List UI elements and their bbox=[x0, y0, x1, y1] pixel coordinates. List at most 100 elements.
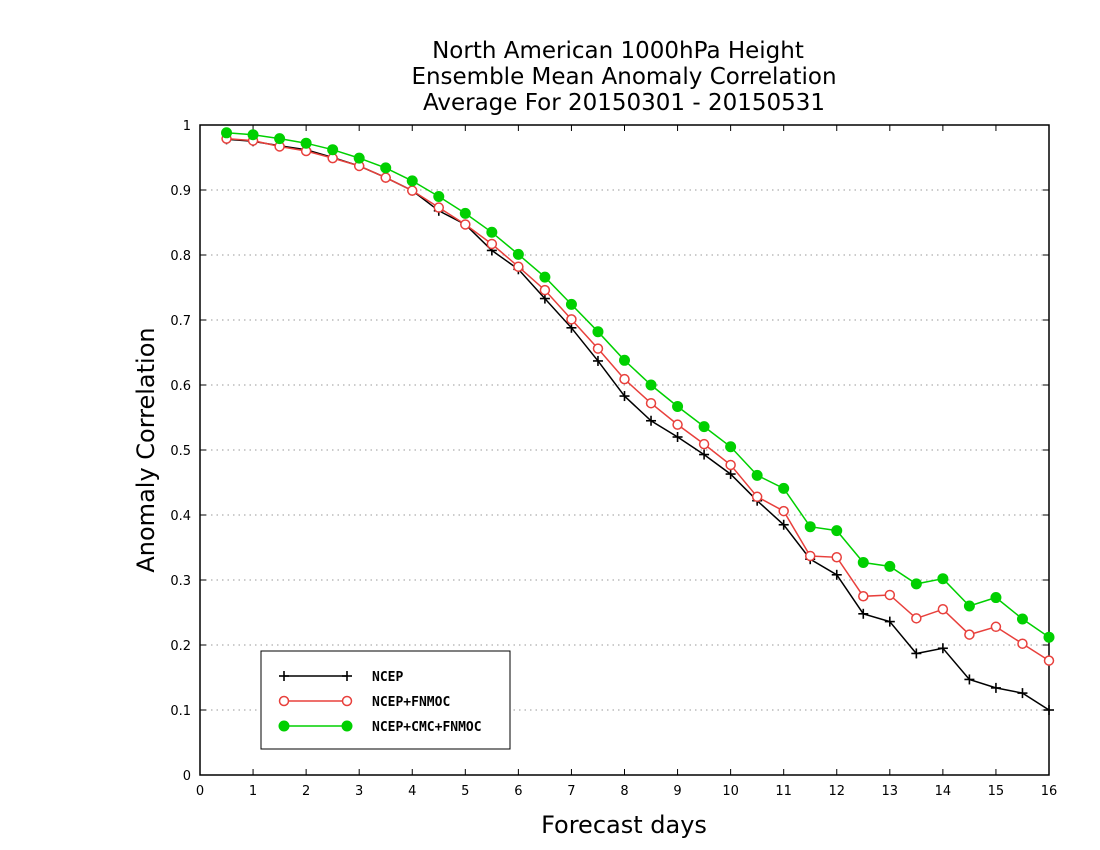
data-point bbox=[804, 521, 816, 533]
data-point bbox=[963, 600, 975, 612]
x-tick-label: 7 bbox=[567, 784, 575, 799]
y-tick-label: 0.4 bbox=[170, 509, 191, 524]
data-point bbox=[1043, 631, 1055, 643]
data-point bbox=[884, 616, 895, 627]
x-tick-label: 5 bbox=[461, 784, 469, 799]
data-point bbox=[221, 127, 233, 139]
legend-label: NCEP bbox=[372, 670, 403, 685]
data-point bbox=[884, 560, 896, 572]
data-point bbox=[672, 432, 683, 442]
legend-marker bbox=[341, 720, 353, 732]
data-point bbox=[539, 271, 551, 283]
data-point bbox=[858, 608, 869, 619]
x-tick-label: 4 bbox=[408, 784, 416, 799]
data-point bbox=[1017, 688, 1028, 699]
series-layer bbox=[221, 127, 1055, 715]
data-point bbox=[937, 604, 949, 615]
series-ncep-fnmoc bbox=[221, 133, 1055, 666]
data-point bbox=[911, 613, 922, 624]
data-point bbox=[353, 152, 365, 164]
x-tick-label: 6 bbox=[514, 784, 522, 799]
data-point bbox=[459, 207, 471, 219]
data-point bbox=[619, 373, 630, 385]
data-point bbox=[433, 191, 445, 202]
data-point bbox=[672, 419, 683, 430]
y-axis-label: Anomaly Correlation bbox=[132, 327, 160, 572]
legend-entry: NCEP+CMC+FNMOC bbox=[278, 720, 482, 735]
data-point bbox=[964, 674, 975, 685]
legend-marker bbox=[279, 671, 289, 681]
data-point bbox=[645, 379, 657, 391]
data-point bbox=[751, 469, 763, 481]
data-point bbox=[380, 162, 392, 174]
x-tick-label: 8 bbox=[620, 784, 628, 799]
data-point bbox=[725, 441, 737, 453]
data-point bbox=[645, 397, 657, 409]
data-point bbox=[406, 175, 418, 187]
x-axis-label: Forecast days bbox=[541, 811, 707, 839]
data-point bbox=[592, 343, 604, 354]
data-point bbox=[964, 629, 975, 640]
y-tick-label: 0.7 bbox=[170, 314, 191, 329]
data-point bbox=[274, 133, 286, 145]
data-point bbox=[698, 421, 710, 433]
legend-marker bbox=[278, 695, 290, 707]
series-ncep bbox=[221, 134, 1054, 715]
data-point bbox=[1016, 613, 1028, 625]
series-line bbox=[226, 138, 1050, 711]
data-point bbox=[698, 438, 710, 450]
data-point bbox=[672, 400, 684, 412]
chart-title-line-3: Average For 20150301 - 20150531 bbox=[423, 90, 825, 116]
legend-entry: NCEP+FNMOC bbox=[278, 695, 450, 710]
data-point bbox=[831, 525, 843, 537]
y-tick-label: 0 bbox=[183, 769, 191, 784]
data-point bbox=[327, 144, 339, 156]
x-tick-label: 16 bbox=[1041, 784, 1058, 799]
y-tick-label: 0.2 bbox=[170, 639, 191, 654]
data-point bbox=[592, 355, 603, 366]
data-point bbox=[566, 314, 577, 325]
legend-label: NCEP+FNMOC bbox=[372, 695, 450, 710]
grid-lines bbox=[200, 189, 1049, 711]
data-point bbox=[539, 284, 551, 296]
y-tick-label: 0.5 bbox=[170, 444, 191, 459]
x-tick-label: 14 bbox=[935, 784, 952, 799]
data-point bbox=[884, 589, 896, 601]
data-point bbox=[858, 591, 869, 602]
legend-marker bbox=[278, 720, 290, 732]
x-tick-label: 11 bbox=[775, 784, 792, 799]
data-point bbox=[486, 238, 498, 250]
data-point bbox=[990, 621, 1002, 633]
x-tick-label: 9 bbox=[673, 784, 681, 799]
x-tick-label: 13 bbox=[882, 784, 899, 799]
y-axis-ticks: 0 0.1 0.2 0.3 0.4 0.5 0.6 0.7 0.8 0.9 1 bbox=[170, 119, 1049, 784]
data-point bbox=[646, 415, 657, 426]
data-point bbox=[804, 550, 816, 562]
data-point bbox=[460, 219, 471, 230]
data-point bbox=[990, 682, 1001, 693]
data-point bbox=[1043, 655, 1055, 666]
data-point bbox=[831, 552, 842, 563]
legend-box bbox=[260, 650, 511, 750]
y-tick-label: 0.8 bbox=[170, 249, 191, 264]
data-point bbox=[778, 505, 789, 517]
chart-title-line-2: Ensemble Mean Anomaly Correlation bbox=[411, 64, 836, 90]
data-point bbox=[937, 573, 949, 585]
legend-entry: NCEP bbox=[279, 670, 403, 685]
data-point bbox=[407, 185, 418, 196]
data-point bbox=[380, 172, 391, 183]
data-point bbox=[619, 391, 630, 402]
data-point bbox=[725, 469, 736, 480]
data-point bbox=[1017, 638, 1028, 649]
legend-label: NCEP+CMC+FNMOC bbox=[372, 720, 482, 735]
data-point bbox=[831, 569, 842, 580]
y-tick-label: 0.6 bbox=[170, 379, 191, 394]
data-point bbox=[565, 298, 577, 310]
data-point bbox=[513, 261, 524, 272]
data-point bbox=[751, 491, 763, 503]
data-point bbox=[990, 592, 1002, 604]
data-point bbox=[910, 578, 922, 590]
data-point bbox=[247, 129, 259, 141]
data-point bbox=[778, 519, 789, 530]
legend: NCEP NCEP+FNMOC NCEP+CMC+FNMOC bbox=[260, 650, 511, 750]
